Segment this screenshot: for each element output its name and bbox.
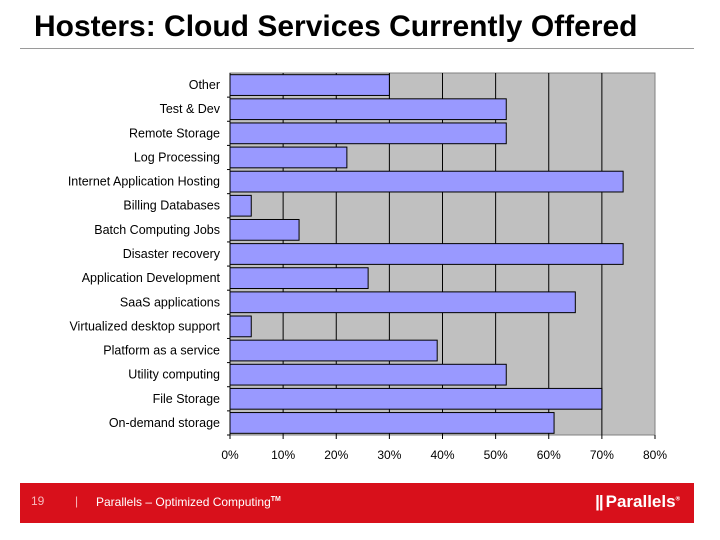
parallels-bars-icon: ||	[595, 492, 603, 511]
parallels-logo: || Parallels®	[595, 492, 680, 512]
bar	[229, 122, 507, 145]
bar	[229, 74, 390, 96]
x-tick-label: 30%	[377, 448, 401, 462]
bar	[229, 98, 507, 121]
x-tick-label: 60%	[537, 448, 561, 462]
x-tick-label: 70%	[590, 448, 614, 462]
x-tick-label: 10%	[271, 448, 295, 462]
tagline-text: Parallels – Optimized Computing	[96, 495, 271, 509]
footer-separator: |	[75, 494, 79, 508]
category-label: Log Processing	[134, 150, 220, 164]
bar	[229, 194, 252, 217]
bar	[229, 267, 369, 290]
category-label: Test & Dev	[160, 102, 221, 116]
category-label: Utility computing	[128, 368, 220, 382]
bar	[229, 243, 624, 265]
category-label: SaaS applications	[120, 295, 220, 309]
category-label: Disaster recovery	[123, 247, 221, 261]
trademark-mark: TM	[270, 496, 281, 503]
category-label: On-demand storage	[109, 416, 220, 430]
bar-chart: 0% 10% 20% 30% 40% 50% 60% 70% 80% Other Test & De…	[68, 72, 667, 462]
x-tick-label: 50%	[484, 448, 508, 462]
x-tick-label: 80%	[643, 448, 667, 462]
category-label: File Storage	[153, 392, 220, 406]
bar	[229, 170, 624, 193]
logo-text: Parallels	[605, 492, 676, 511]
x-tick-label: 0%	[221, 448, 239, 462]
category-label: Other	[189, 78, 220, 92]
bar	[229, 339, 438, 362]
x-tick-label: 20%	[324, 448, 348, 462]
category-label: Billing Databases	[123, 199, 220, 213]
bar	[229, 363, 507, 386]
page-number: 19	[31, 494, 45, 508]
bar	[229, 218, 300, 241]
logo-registered-mark: ®	[675, 496, 680, 503]
bar	[229, 146, 348, 169]
x-tick-label: 40%	[430, 448, 454, 462]
category-label: Internet Application Hosting	[68, 175, 220, 189]
footer-tagline: Parallels – Optimized ComputingTM	[96, 495, 281, 509]
bar	[229, 315, 252, 338]
category-label: Platform as a service	[103, 344, 220, 358]
category-label: Batch Computing Jobs	[94, 223, 220, 237]
title-divider	[20, 48, 694, 49]
category-label: Remote Storage	[129, 126, 220, 140]
bar	[229, 387, 603, 410]
category-label: Application Development	[82, 271, 221, 285]
category-label: Virtualized desktop support	[69, 319, 220, 333]
footer-bar: 19 | Parallels – Optimized ComputingTM |…	[20, 483, 694, 523]
bar	[229, 291, 576, 314]
bar	[229, 412, 555, 434]
slide-title: Hosters: Cloud Services Currently Offere…	[34, 10, 638, 43]
